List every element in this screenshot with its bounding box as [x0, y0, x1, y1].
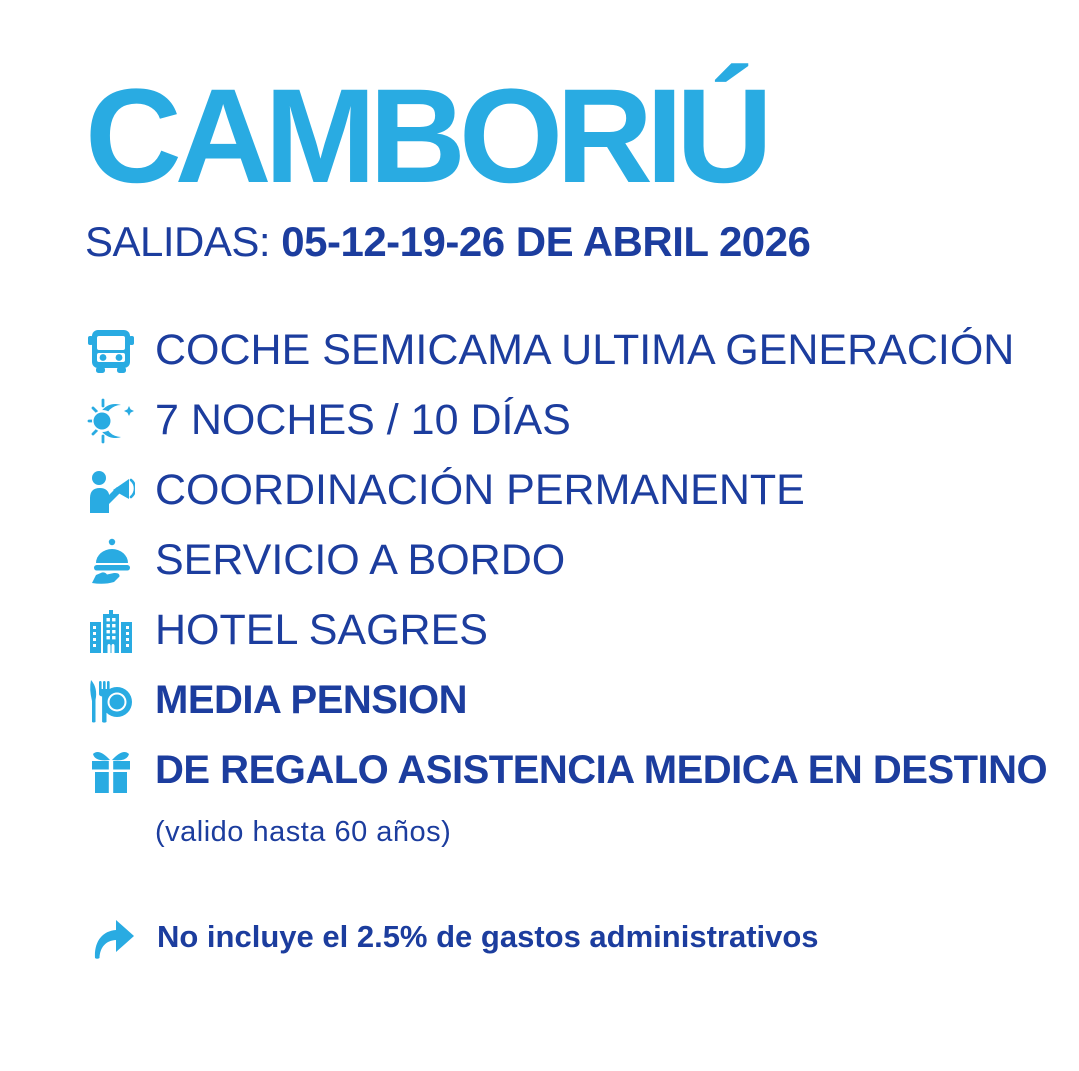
feature-item-media-pension: MEDIA PENSION — [85, 676, 1039, 725]
departures-dates: 05-12-19-26 DE ABRIL 2026 — [281, 218, 811, 265]
feature-item-coordinacion: COORDINACIÓN PERMANENTE — [85, 466, 1039, 515]
feature-list: COCHE SEMICAMA ULTIMA GENERACIÓN — [85, 326, 1048, 849]
feature-label: SERVICIO A BORDO — [155, 536, 566, 584]
feature-label: DE REGALO ASISTENCIA MEDICA EN DESTINO — [155, 748, 1048, 792]
feature-label: HOTEL SAGRES — [155, 606, 488, 654]
feature-label: MEDIA PENSION — [155, 678, 468, 722]
admin-fee-note-text: No incluye el 2.5% de gastos administrat… — [157, 919, 819, 954]
feature-label: COCHE SEMICAMA ULTIMA GENERACIÓN — [155, 326, 1015, 374]
food-service-icon — [85, 537, 137, 585]
feature-item-servicio: SERVICIO A BORDO — [85, 536, 1039, 585]
hotel-icon — [85, 607, 137, 655]
day-night-icon — [85, 397, 137, 445]
departures-line: SALIDAS: 05-12-19-26 DE ABRIL 2026 — [85, 218, 1039, 266]
cutlery-plate-icon — [85, 677, 137, 725]
feature-item-coche: COCHE SEMICAMA ULTIMA GENERACIÓN — [85, 326, 1039, 375]
gift-icon — [85, 747, 137, 795]
feature-item-regalo: DE REGALO ASISTENCIA MEDICA EN DESTINO — [85, 746, 1048, 795]
admin-fee-note: No incluye el 2.5% de gastos administrat… — [85, 913, 1039, 961]
page-title: CAMBORIÚ — [85, 62, 773, 211]
forward-arrow-icon — [85, 913, 137, 961]
feature-label: 7 NOCHES / 10 DÍAS — [155, 396, 571, 444]
feature-item-noches: 7 NOCHES / 10 DÍAS — [85, 396, 1039, 445]
megaphone-person-icon — [85, 467, 137, 515]
bus-icon — [85, 327, 137, 375]
feature-subtext: (valido hasta 60 años) — [155, 816, 452, 848]
departures-label: SALIDAS: — [85, 218, 271, 265]
feature-item-hotel: HOTEL SAGRES — [85, 606, 1039, 655]
feature-label: COORDINACIÓN PERMANENTE — [155, 466, 805, 514]
